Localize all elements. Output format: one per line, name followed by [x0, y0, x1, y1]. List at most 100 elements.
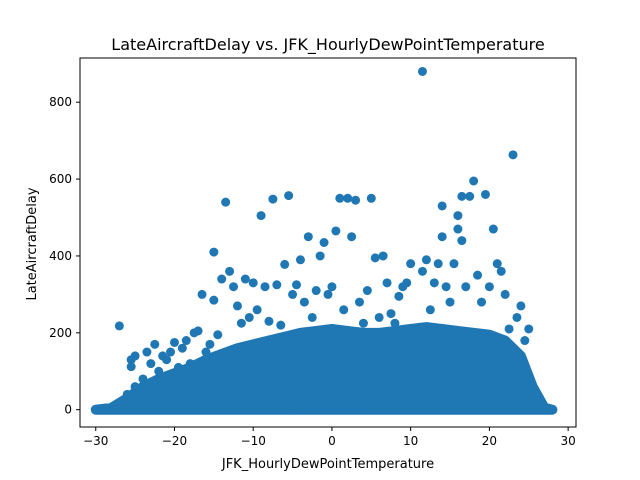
scatter-point: [295, 405, 305, 415]
scatter-point: [469, 337, 479, 347]
scatter-point: [473, 270, 483, 280]
scatter-point: [232, 405, 242, 415]
scatter-point: [248, 278, 258, 288]
scatter-point: [406, 405, 416, 415]
scatter-point: [205, 339, 215, 349]
scatter-point: [457, 236, 467, 246]
scatter-point: [441, 282, 451, 292]
scatter-point: [173, 362, 183, 372]
scatter-point: [311, 336, 321, 346]
scatter-point: [138, 374, 148, 384]
scatter-point: [185, 374, 195, 384]
scatter-point: [221, 197, 231, 207]
scatter-point: [126, 362, 136, 372]
scatter-point: [378, 251, 388, 261]
scatter-point: [453, 211, 463, 221]
scatter-point: [248, 405, 258, 415]
scatter-point: [284, 191, 294, 201]
scatter-point: [343, 334, 353, 344]
scatter-point: [433, 259, 443, 269]
scatter-point: [240, 274, 250, 284]
scatter-point: [177, 343, 187, 353]
x-tick-label: −30: [83, 434, 108, 448]
scatter-point: [532, 389, 542, 399]
scatter-point: [469, 405, 479, 415]
scatter-point: [264, 347, 274, 357]
scatter-point: [91, 405, 101, 415]
scatter-point: [406, 259, 416, 269]
scatter-point: [386, 309, 396, 319]
scatter-point: [307, 312, 317, 322]
scatter-point: [484, 339, 494, 349]
scatter-point: [319, 238, 329, 247]
scatter-point: [417, 66, 427, 76]
scatter-point: [508, 150, 518, 160]
x-tick-label: 30: [560, 434, 575, 448]
scatter-point: [390, 339, 400, 349]
scatter-point: [169, 337, 179, 347]
scatter-point: [414, 334, 424, 344]
scatter-point: [295, 339, 305, 349]
scatter-point: [311, 405, 321, 415]
scatter-point: [154, 405, 164, 415]
scatter-point: [142, 347, 152, 357]
scatter-point: [370, 253, 380, 263]
scatter-point: [201, 347, 211, 357]
scatter-point: [185, 359, 195, 369]
scatter-point: [496, 266, 506, 276]
scatter-point: [465, 191, 475, 201]
scatter-point: [327, 405, 337, 415]
scatter-point: [449, 259, 459, 269]
scatter-point: [461, 282, 471, 292]
scatter-point: [103, 405, 113, 415]
scatter-point: [366, 193, 376, 203]
scatter-point: [252, 305, 262, 315]
scatter-point: [154, 366, 164, 376]
scatter-point: [374, 312, 384, 322]
scatter-point: [492, 259, 502, 269]
scatter-point: [114, 321, 124, 331]
scatter-point: [520, 336, 530, 346]
scatter-point: [138, 397, 148, 407]
scatter-point: [209, 247, 219, 257]
scatter-point: [516, 359, 526, 369]
scatter-point: [217, 274, 227, 284]
scatter-point: [288, 289, 298, 299]
scatter-point: [453, 224, 463, 234]
scatter-point: [232, 301, 242, 311]
scatter-point: [268, 194, 278, 204]
scatter-point: [547, 405, 557, 415]
scatter-point: [162, 355, 172, 365]
scatter-point: [469, 176, 479, 186]
scatter-point: [260, 282, 270, 292]
scatter-point: [512, 312, 522, 322]
scatter-point: [217, 405, 227, 415]
scatter-point: [484, 282, 494, 292]
scatter-point: [358, 405, 368, 415]
scatter-point: [524, 324, 534, 334]
scatter-point: [488, 224, 498, 234]
scatter-point: [280, 405, 290, 415]
scatter-point: [272, 280, 282, 290]
scatter-point: [256, 211, 266, 221]
y-axis-label: LateAircraftDelay: [25, 187, 40, 300]
scatter-point: [217, 359, 227, 369]
scatter-point: [390, 405, 400, 415]
scatter-point: [138, 405, 148, 415]
y-tick-label: 400: [49, 249, 72, 263]
scatter-point: [347, 232, 357, 242]
axes-frame: [79, 57, 577, 428]
scatter-point: [292, 280, 302, 290]
scatter-point: [181, 336, 191, 346]
chart-title: LateAircraftDelay vs. JFK_HourlyDewPoint…: [111, 35, 544, 55]
scatter-point: [528, 382, 538, 392]
scatter-point: [122, 389, 132, 399]
scatter-point: [303, 232, 313, 242]
scatter-point: [500, 405, 510, 415]
scatter-point: [166, 347, 176, 357]
scatter-point: [421, 255, 431, 265]
scatter-point: [382, 278, 392, 288]
x-tick-label: 0: [328, 434, 336, 448]
